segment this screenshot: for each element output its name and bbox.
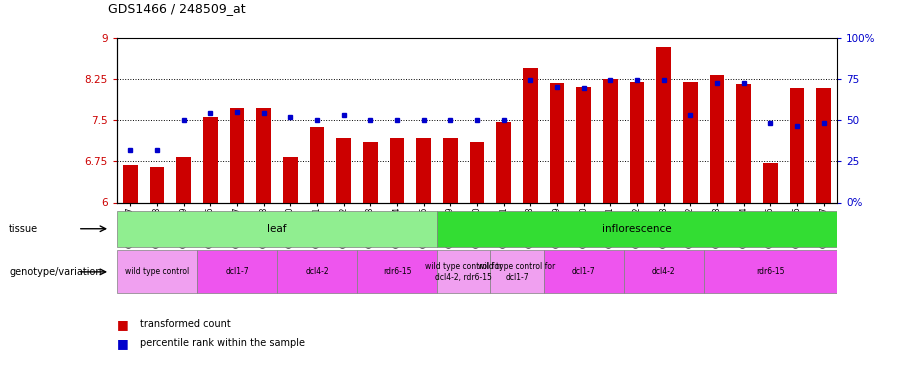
Bar: [576, 87, 591, 202]
Bar: [624, 250, 704, 294]
Bar: [550, 82, 564, 203]
Bar: [470, 142, 484, 202]
Text: dcl4-2: dcl4-2: [305, 267, 328, 276]
Bar: [123, 165, 138, 202]
Bar: [230, 108, 244, 202]
Text: dcl1-7: dcl1-7: [572, 267, 596, 276]
Text: GDS1466 / 248509_at: GDS1466 / 248509_at: [108, 2, 246, 15]
Bar: [736, 84, 751, 203]
Text: dcl1-7: dcl1-7: [225, 267, 248, 276]
Bar: [283, 158, 298, 203]
Bar: [310, 127, 324, 202]
Bar: [117, 250, 197, 294]
Text: ■: ■: [117, 337, 129, 350]
Text: percentile rank within the sample: percentile rank within the sample: [140, 338, 304, 348]
Text: leaf: leaf: [267, 224, 287, 234]
Text: dcl4-2: dcl4-2: [652, 267, 676, 276]
Bar: [443, 138, 458, 202]
Text: tissue: tissue: [9, 224, 38, 234]
Bar: [656, 47, 671, 202]
Text: genotype/variation: genotype/variation: [9, 267, 102, 277]
Bar: [363, 142, 378, 202]
Bar: [437, 211, 837, 247]
Text: transformed count: transformed count: [140, 320, 230, 329]
Text: wild type control for
dcl4-2, rdr6-15: wild type control for dcl4-2, rdr6-15: [425, 262, 502, 282]
Text: rdr6-15: rdr6-15: [382, 267, 411, 276]
Bar: [789, 88, 805, 202]
Bar: [437, 250, 490, 294]
Bar: [763, 163, 778, 202]
Text: wild type control: wild type control: [125, 267, 189, 276]
Bar: [491, 250, 544, 294]
Bar: [203, 117, 218, 202]
Bar: [197, 250, 277, 294]
Bar: [149, 167, 165, 202]
Text: ■: ■: [117, 318, 129, 331]
Bar: [523, 68, 537, 203]
Bar: [816, 88, 831, 202]
Text: rdr6-15: rdr6-15: [756, 267, 785, 276]
Text: inflorescence: inflorescence: [602, 224, 671, 234]
Bar: [710, 75, 724, 202]
Bar: [683, 81, 698, 203]
Text: wild type control for
dcl1-7: wild type control for dcl1-7: [479, 262, 555, 282]
Bar: [544, 250, 624, 294]
Bar: [496, 122, 511, 202]
Bar: [630, 81, 644, 203]
Bar: [357, 250, 437, 294]
Bar: [117, 211, 437, 247]
Bar: [603, 79, 617, 203]
Bar: [176, 158, 191, 203]
Bar: [256, 108, 271, 202]
Bar: [337, 138, 351, 202]
Bar: [417, 138, 431, 202]
Bar: [704, 250, 837, 294]
Bar: [390, 138, 404, 202]
Bar: [277, 250, 357, 294]
